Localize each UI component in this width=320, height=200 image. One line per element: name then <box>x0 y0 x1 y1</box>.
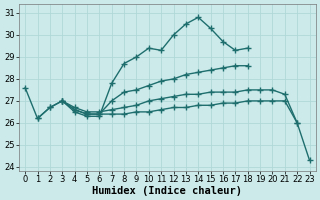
X-axis label: Humidex (Indice chaleur): Humidex (Indice chaleur) <box>92 186 242 196</box>
